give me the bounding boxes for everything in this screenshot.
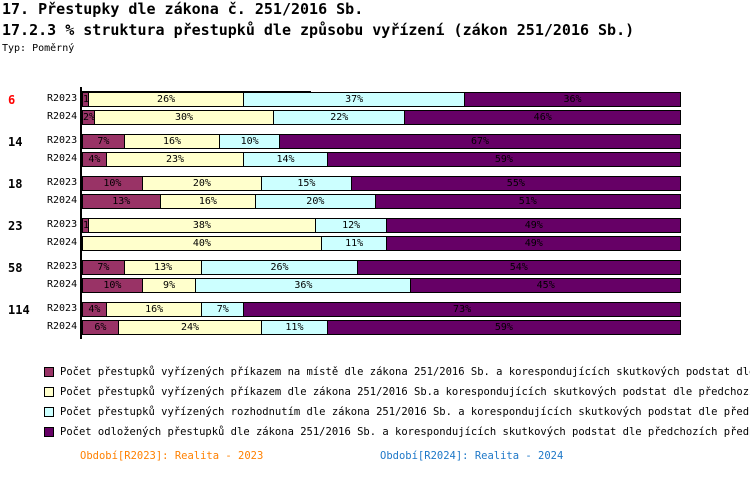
row-label: R2024 <box>47 153 78 164</box>
row-label: R2024 <box>47 321 78 332</box>
stacked-bar: 7% 16% 10% 67% <box>82 134 681 149</box>
bar-segment-series-3: 11% <box>321 237 388 250</box>
bar-segment-series-3: 15% <box>262 177 352 190</box>
bar-segment-series-1: 10% <box>83 279 143 292</box>
row-label: R2023 <box>47 93 78 104</box>
bar-segment-series-1: 2% <box>83 111 95 124</box>
legend-swatch <box>44 427 54 437</box>
group-label: 14 <box>8 135 23 149</box>
row-label: R2024 <box>47 237 78 248</box>
bar-segment-series-3: 14% <box>244 153 328 166</box>
bar-segment-series-3: 22% <box>274 111 406 124</box>
bar-segment-series-4: 55% <box>351 177 680 190</box>
bar-segment-series-4: 59% <box>327 153 680 166</box>
bar-segment-series-1: 1% <box>83 93 89 106</box>
bar-segment-series-4: 54% <box>357 261 680 274</box>
bar-segment-series-1: 7% <box>83 261 125 274</box>
bar-segment-series-2: 16% <box>160 195 257 208</box>
stacked-bar: 7% 13% 26% 54% <box>82 260 681 275</box>
y-axis-line <box>80 87 82 339</box>
bar-segment-series-4: 51% <box>375 195 680 208</box>
row-label: R2024 <box>47 111 78 122</box>
bar-segment-series-4: 36% <box>465 93 680 106</box>
bar-segment-series-1: 13% <box>83 195 161 208</box>
legend-label: Počet přestupků vyřízených příkazem dle … <box>60 386 750 398</box>
bar-segment-series-3: 7% <box>202 303 245 316</box>
bar-segment-series-4: 59% <box>327 321 680 334</box>
legend-item: Počet přestupků vyřízených příkazem dle … <box>44 382 750 402</box>
group-label: 114 <box>8 303 30 317</box>
legend-label: Počet odložených přestupků dle zákona 25… <box>60 426 750 438</box>
bar-segment-series-3: 37% <box>244 93 466 106</box>
stacked-bar: 4% 16% 7% 73% <box>82 302 681 317</box>
legend: Počet přestupků vyřízených příkazem na m… <box>44 362 750 442</box>
bar-segment-series-4: 73% <box>244 303 680 316</box>
legend-label: Počet přestupků vyřízených příkazem na m… <box>60 366 750 378</box>
bar-segment-series-1: 6% <box>83 321 119 334</box>
bar-segment-series-3: 26% <box>202 261 358 274</box>
stacked-bar: 4% 23% 14% 59% <box>82 152 681 167</box>
row-label: R2023 <box>47 177 78 188</box>
group-label: 58 <box>8 261 23 275</box>
stacked-bar: 40% 11% 49% <box>82 236 681 251</box>
bar-segment-series-4: 49% <box>387 219 680 232</box>
chart-top-line <box>82 91 311 92</box>
bar-segment-series-3: 11% <box>262 321 328 334</box>
row-label: R2023 <box>47 219 78 230</box>
bar-segment-series-4: 49% <box>387 237 680 250</box>
bar-segment-series-3: 12% <box>315 219 388 232</box>
legend-swatch <box>44 407 54 417</box>
row-label: R2023 <box>47 261 78 272</box>
bar-segment-series-2: 38% <box>88 219 316 232</box>
bar-segment-series-1: 4% <box>83 153 107 166</box>
stacked-bar-chart: 6R20231%26%37%36%R20242%30%22%46%14R2023… <box>0 80 750 350</box>
bar-segment-series-2: 23% <box>106 153 245 166</box>
group-label: 23 <box>8 219 23 233</box>
bar-segment-series-3: 10% <box>220 135 280 148</box>
bar-segment-series-3: 36% <box>196 279 412 292</box>
footer-period-2023: Období[R2023]: Realita - 2023 <box>80 450 264 462</box>
stacked-bar: 6% 24% 11% 59% <box>82 320 681 335</box>
bar-segment-series-2: 13% <box>124 261 203 274</box>
stacked-bar: 10% 20% 15% 55% <box>82 176 681 191</box>
group-label: 6 <box>8 93 16 107</box>
legend-item: Počet odložených přestupků dle zákona 25… <box>44 422 750 442</box>
legend-label: Počet přestupků vyřízených rozhodnutím d… <box>60 406 750 418</box>
bar-segment-series-4: 67% <box>280 135 680 148</box>
bar-segment-series-1: 1% <box>83 219 89 232</box>
bar-segment-series-3: 20% <box>256 195 376 208</box>
row-label: R2024 <box>47 195 78 206</box>
legend-item: Počet přestupků vyřízených rozhodnutím d… <box>44 402 750 422</box>
stacked-bar: 13% 16% 20% 51% <box>82 194 681 209</box>
bar-segment-series-1: 4% <box>83 303 107 316</box>
row-label: R2023 <box>47 135 78 146</box>
bar-segment-series-2: 26% <box>88 93 245 106</box>
bar-segment-series-2: 20% <box>142 177 263 190</box>
page-title: 17. Přestupky dle zákona č. 251/2016 Sb. <box>2 0 364 18</box>
stacked-bar: 2% 30% 22% 46% <box>82 110 681 125</box>
stacked-bar: 1%38%12%49% <box>82 218 681 233</box>
stacked-bar: 10% 9% 36% 45% <box>82 278 681 293</box>
footer-period-2024: Období[R2024]: Realita - 2024 <box>380 450 564 462</box>
bar-segment-series-4: 46% <box>405 111 680 124</box>
bar-segment-series-2: 9% <box>142 279 197 292</box>
bar-segment-series-4: 45% <box>411 279 680 292</box>
legend-item: Počet přestupků vyřízených příkazem na m… <box>44 362 750 382</box>
group-label: 18 <box>8 177 23 191</box>
bar-segment-series-2: 40% <box>83 237 322 250</box>
row-label: R2023 <box>47 303 78 314</box>
bar-segment-series-2: 30% <box>94 111 275 124</box>
stacked-bar: 1%26%37%36% <box>82 92 681 107</box>
chart-title: 17.2.3 % struktura přestupků dle způsobu… <box>2 21 635 39</box>
bar-segment-series-2: 16% <box>124 135 221 148</box>
legend-swatch <box>44 367 54 377</box>
bar-segment-series-2: 16% <box>106 303 203 316</box>
row-label: R2024 <box>47 279 78 290</box>
bar-segment-series-1: 7% <box>83 135 125 148</box>
chart-type-label: Typ: Poměrný <box>2 43 75 54</box>
bar-segment-series-2: 24% <box>118 321 263 334</box>
legend-swatch <box>44 387 54 397</box>
bar-segment-series-1: 10% <box>83 177 143 190</box>
